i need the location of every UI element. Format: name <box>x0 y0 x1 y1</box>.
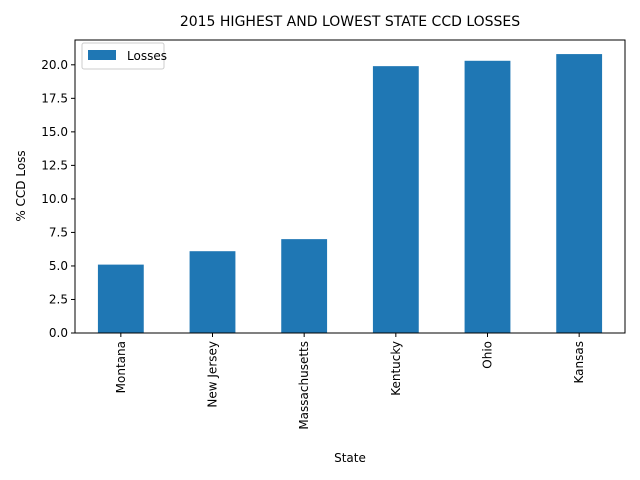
y-tick-label: 7.5 <box>49 225 68 239</box>
x-axis-ticks: Montana New Jersey Massachusetts Kentucky Oh… <box>114 333 586 430</box>
x-tick-label: Ohio <box>481 341 495 369</box>
bar-kentucky <box>372 66 419 333</box>
bar-new-jersey <box>189 251 236 333</box>
y-tick-label: 0.0 <box>49 326 68 340</box>
bar-massachusetts <box>281 239 328 333</box>
y-tick-label: 5.0 <box>49 259 68 273</box>
y-axis-label: % CCD Loss <box>14 150 28 221</box>
legend-label: Losses <box>127 49 167 63</box>
x-tick-label: Kentucky <box>389 341 403 396</box>
y-axis-ticks: 0.0 2.5 5.0 7.5 10.0 12.5 15.0 17.5 20.0 <box>41 58 75 340</box>
y-tick-label: 17.5 <box>41 91 68 105</box>
bar-kansas <box>556 54 603 334</box>
y-tick-label: 12.5 <box>41 158 68 172</box>
y-tick-label: 10.0 <box>41 192 68 206</box>
x-tick-label: Kansas <box>572 341 586 383</box>
x-tick-label: Massachusetts <box>297 341 311 430</box>
bar-montana <box>97 264 144 333</box>
y-tick-label: 20.0 <box>41 58 68 72</box>
x-axis-label: State <box>334 451 366 465</box>
legend: Losses <box>81 42 167 70</box>
x-tick-label: Montana <box>114 341 128 393</box>
y-tick-label: 2.5 <box>49 292 68 306</box>
legend-frame <box>81 42 165 70</box>
bar-ohio <box>464 60 511 333</box>
bars <box>97 54 603 334</box>
x-tick-label: New Jersey <box>206 341 220 408</box>
legend-swatch <box>88 50 116 60</box>
plot-frame <box>74 39 626 334</box>
y-tick-label: 15.0 <box>41 125 68 139</box>
plot-background <box>75 40 625 333</box>
chart-title: 2015 HIGHEST AND LOWEST STATE CCD LOSSES <box>180 14 520 30</box>
